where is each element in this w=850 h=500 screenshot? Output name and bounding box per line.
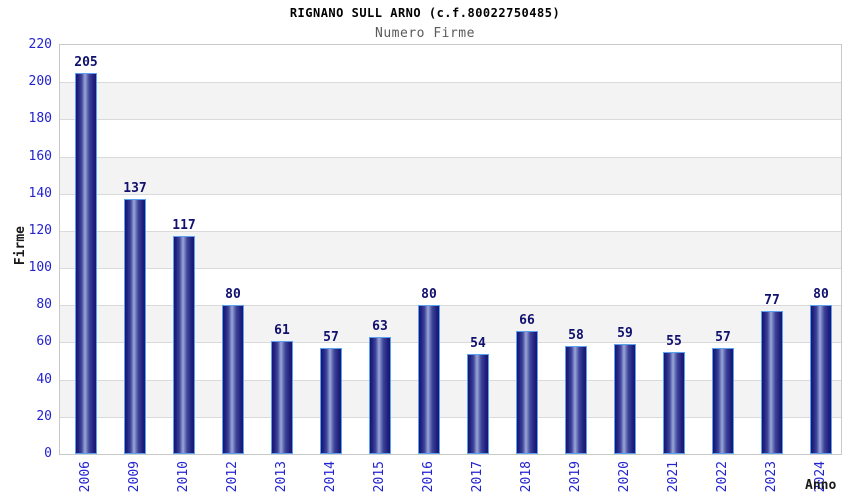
bar-value-label: 63 [372, 319, 388, 334]
y-tick-label: 40 [36, 371, 52, 387]
x-tick-label: 2012 [225, 461, 240, 493]
bar-value-label: 55 [666, 334, 682, 349]
x-tick-label: 2018 [519, 461, 534, 493]
gridline [60, 156, 841, 158]
plot-area: 205 137 117 80 61 57 63 80 54 66 58 59 55 57 77 80 [59, 44, 842, 455]
y-tick-label: 120 [28, 222, 52, 238]
bar-value-label: 61 [274, 323, 290, 338]
bar [173, 236, 195, 454]
bar-value-label: 66 [519, 313, 535, 328]
x-tick-label: 2014 [323, 461, 338, 493]
gridline [60, 379, 841, 381]
bar-value-label: 205 [74, 55, 98, 70]
x-tick-label: 2016 [421, 461, 436, 493]
bar [418, 305, 440, 454]
bar-value-label: 58 [568, 328, 584, 343]
y-tick-label: 20 [36, 408, 52, 424]
y-tick-label: 160 [28, 148, 52, 164]
bar [663, 352, 685, 454]
bar [320, 348, 342, 454]
gridline [60, 305, 841, 307]
plot-band [60, 156, 841, 194]
bar-value-label: 117 [172, 218, 196, 233]
bar-value-label: 80 [813, 287, 829, 302]
gridline [60, 416, 841, 418]
x-tick-label: 2023 [764, 461, 779, 493]
x-tick-label: 2010 [176, 461, 191, 493]
bar [712, 348, 734, 454]
gridline [60, 230, 841, 232]
chart-subtitle: Numero Firme [375, 26, 475, 41]
bar-value-label: 54 [470, 336, 486, 351]
y-tick-label: 200 [28, 74, 52, 90]
y-tick-label: 180 [28, 111, 52, 127]
bar-value-label: 57 [715, 330, 731, 345]
x-axis-label: Anno [805, 478, 837, 493]
plot-band [60, 45, 841, 82]
bar-value-label: 77 [764, 293, 780, 308]
bar-value-label: 57 [323, 330, 339, 345]
bar [614, 344, 636, 454]
bar [124, 199, 146, 454]
x-tick-label: 2006 [78, 461, 93, 493]
plot-band [60, 119, 841, 156]
bar [810, 305, 832, 454]
x-tick-label: 2013 [274, 461, 289, 493]
chart-title: RIGNANO SULL ARNO (c.f.80022750485) [289, 6, 561, 20]
y-tick-label: 140 [28, 185, 52, 201]
gridline [60, 119, 841, 121]
y-tick-label: 100 [28, 260, 52, 276]
bar [467, 354, 489, 454]
x-tick-label: 2017 [470, 461, 485, 493]
x-tick-label: 2022 [715, 461, 730, 493]
y-tick-label: 80 [36, 297, 52, 313]
bar-value-label: 80 [225, 287, 241, 302]
gridline [60, 342, 841, 344]
bar [369, 337, 391, 454]
bar [222, 305, 244, 454]
plot-band [60, 82, 841, 120]
bar-value-label: 59 [617, 326, 633, 341]
x-tick-label: 2019 [568, 461, 583, 493]
x-tick-label: 2015 [372, 461, 387, 493]
y-tick-label: 60 [36, 334, 52, 350]
y-tick-label: 220 [28, 37, 52, 52]
gridline [60, 268, 841, 270]
x-tick-label: 2020 [617, 461, 632, 493]
bar [761, 311, 783, 454]
bar [565, 346, 587, 454]
bar-value-label: 137 [123, 181, 147, 196]
bar-value-label: 80 [421, 287, 437, 302]
x-tick-label: 2009 [127, 461, 142, 493]
bar [271, 341, 293, 454]
gridline [60, 193, 841, 195]
x-tick-label: 2021 [666, 461, 681, 493]
y-tick-label: 0 [44, 446, 52, 461]
gridline [60, 82, 841, 84]
bar [516, 331, 538, 454]
bar [75, 73, 97, 454]
